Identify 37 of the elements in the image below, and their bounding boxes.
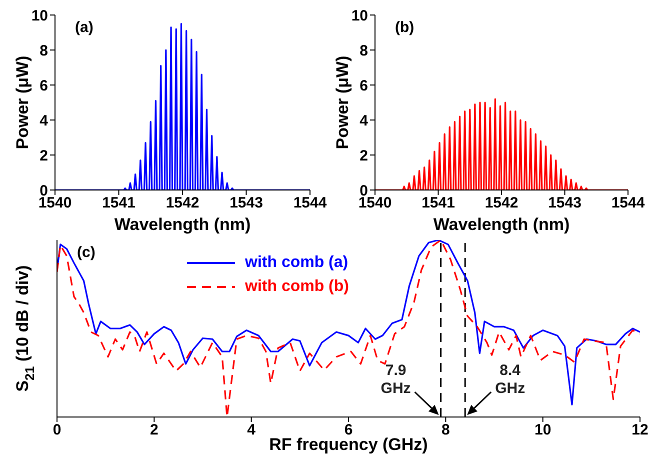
chart-title: (b) [395, 19, 414, 36]
x-tick-label: 1541 [102, 194, 136, 212]
x-tick-label: 1540 [358, 194, 392, 212]
x-tick-label: 1542 [484, 194, 518, 212]
y-tick-label: 10 [351, 7, 368, 24]
x-tick-label: 4 [247, 422, 256, 439]
y-tick-label: 4 [360, 112, 369, 130]
x-tick-label: 1541 [422, 194, 455, 212]
ref-line-label: 8.4 GHz [495, 362, 526, 397]
y-tick-label: 2 [360, 147, 368, 164]
y-axis-title: Power (μW) [332, 56, 352, 150]
x-tick-label: 1540 [38, 194, 72, 212]
x-tick-label: 1544 [611, 194, 646, 212]
x-tick-label: 2 [150, 422, 158, 439]
y-tick-label: 6 [360, 77, 368, 94]
ref-line-label: 7.9 GHz [380, 362, 411, 397]
y-tick-label: 6 [40, 77, 48, 94]
x-tick-label: 12 [632, 422, 648, 439]
y-tick-label: 4 [40, 112, 49, 130]
x-tick-label: 0 [52, 422, 62, 439]
x-axis-title: Wavelength (nm) [114, 215, 251, 234]
y-axis-title: Power (μW) [12, 56, 32, 150]
chart-title: (c) [77, 244, 96, 261]
x-tick-label: 1543 [548, 194, 582, 212]
x-axis-title: Wavelength (nm) [433, 215, 570, 234]
x-tick-label: 1542 [166, 194, 200, 212]
legend-label: with comb (b) [245, 278, 349, 296]
y-tick-label: 10 [31, 7, 48, 24]
y-tick-label: 8 [360, 42, 368, 60]
y-tick-label: 8 [40, 42, 48, 60]
x-tick-label: 8 [441, 422, 450, 439]
x-tick-label: 1543 [230, 194, 263, 212]
chart-title: (a) [75, 19, 94, 36]
y-tick-label: 2 [40, 147, 48, 164]
x-tick-label: 1544 [293, 194, 328, 212]
legend-label: with comb (a) [245, 254, 348, 272]
x-tick-label: 10 [534, 422, 552, 439]
